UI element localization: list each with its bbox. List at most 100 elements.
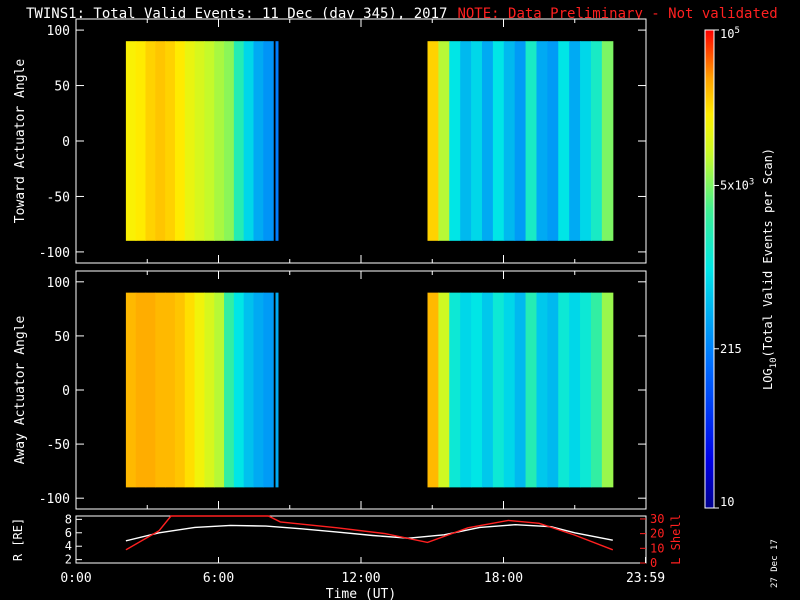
heatmap-cell (427, 292, 439, 488)
y-tick-label: -100 (39, 492, 70, 507)
colorbar-tick-label: 5x103 (720, 177, 754, 192)
title-main: TWINS1: Total Valid Events: 11 Dec (day … (26, 6, 448, 22)
heatmap-cell (460, 41, 472, 241)
y-tick-label: -100 (39, 246, 70, 261)
y-tick-label: 100 (47, 24, 70, 39)
heatmap-cell (145, 41, 156, 241)
heatmap-cell (536, 292, 548, 488)
colorbar (704, 29, 715, 509)
heatmap-cell (174, 41, 186, 241)
x-tick-label: 0:00 (60, 571, 91, 586)
heatmap-cell (243, 292, 255, 488)
heatmap-cell (275, 41, 279, 241)
heatmap-cell (243, 41, 255, 241)
x-tick-label: 23:59 (626, 571, 665, 586)
heatmap-cell (471, 292, 483, 488)
heatmap-cell (481, 292, 494, 488)
heatmap-cell (525, 41, 538, 241)
heatmap-cell (427, 41, 439, 241)
heatmap-cell (233, 292, 245, 488)
heatmap-cell (569, 41, 581, 241)
heatmap-cell (514, 41, 527, 241)
r-re-line (125, 523, 613, 542)
right-tick-label: 0 (650, 556, 657, 570)
heatmap-cell (194, 41, 206, 241)
left-tick-label: 2 (65, 553, 72, 567)
heatmap-cell (590, 41, 603, 241)
heatmap-cell (155, 41, 166, 241)
left-axis-label: R [RE] (11, 518, 25, 561)
y-axis-label: Toward Actuator Angle (13, 59, 28, 224)
heatmap-cell (204, 292, 215, 488)
colorbar-label: LOG10(Total Valid Events per Scan) (761, 148, 779, 390)
heatmap-cell (503, 41, 516, 241)
heatmap-cell (449, 41, 461, 241)
heatmap-cell (165, 292, 176, 488)
x-tick-label: 6:00 (203, 571, 234, 586)
right-axis-label: L Shell (669, 514, 683, 565)
colorbar-tick-label: 105 (720, 26, 740, 41)
heatmap-cell (460, 292, 472, 488)
y-tick-label: 50 (54, 80, 70, 95)
heatmap-cell (558, 41, 570, 241)
chart-title: TWINS1: Total Valid Events: 11 Dec (day … (26, 6, 778, 22)
heatmap-cell (536, 41, 548, 241)
panel-away: 100 50 0 -50 -100 Away Actuator Angle (13, 270, 647, 510)
heatmap-cell (135, 292, 147, 488)
x-tick-label: 18:00 (484, 571, 523, 586)
y-tick-label: 50 (54, 330, 70, 345)
y-tick-label: 0 (62, 135, 70, 150)
y-tick-label: 100 (47, 276, 70, 291)
heatmap-cell (263, 292, 274, 488)
heatmap-cell (525, 292, 538, 488)
right-tick-label: 30 (650, 512, 664, 526)
heatmap-cell (547, 41, 559, 241)
heatmap-cell (492, 41, 505, 241)
orbit-frame (75, 515, 647, 564)
heatmap-cell (580, 292, 592, 488)
heatmap-cell (449, 292, 461, 488)
y-tick-label: -50 (47, 438, 70, 453)
heatmap-cell (145, 292, 156, 488)
heatmap-cell (569, 292, 581, 488)
heatmap-cell (503, 292, 516, 488)
heatmap-cell (253, 292, 264, 488)
heatmap-cell (558, 292, 570, 488)
x-axis-label: Time (UT) (326, 587, 396, 600)
heatmap-cell (438, 292, 450, 488)
heatmap-cell (580, 41, 592, 241)
right-tick-label: 20 (650, 527, 664, 541)
heatmap-cell (165, 41, 176, 241)
heatmap-cell (214, 41, 225, 241)
heatmap-cell (125, 292, 137, 488)
heatmap-cell (471, 41, 483, 241)
heatmap-cell (224, 292, 235, 488)
heatmap-cell (492, 292, 505, 488)
heatmap-cell (155, 292, 166, 488)
panel-toward: 100 50 0 -50 -100 Toward Actuator Angle (13, 18, 647, 264)
y-tick-label: -50 (47, 190, 70, 205)
y-tick-label: 0 (62, 384, 70, 399)
x-tick-label: 12:00 (341, 571, 380, 586)
heatmap-cell (481, 41, 494, 241)
heatmap-cell (438, 41, 450, 241)
heatmap-cell (224, 41, 235, 241)
heatmap-cell (184, 41, 196, 241)
heatmap-cell (253, 41, 264, 241)
heatmap-cell (194, 292, 206, 488)
heatmap-cell (125, 41, 137, 241)
title-note: NOTE: Data Preliminary - Not validated (457, 6, 778, 22)
right-tick-label: 10 (650, 541, 664, 555)
left-tick-label: 8 (65, 512, 72, 526)
heatmap-cell (174, 292, 186, 488)
colorbar-tick-label: 10 (720, 495, 734, 509)
heatmap-cell (547, 292, 559, 488)
heatmap-cell (275, 292, 279, 488)
heatmap-cell (514, 292, 527, 488)
heatmap-cell (135, 41, 147, 241)
left-tick-label: 6 (65, 526, 72, 540)
y-axis-label: Away Actuator Angle (13, 315, 28, 464)
heatmap-cell (601, 41, 614, 241)
l-shell-line (125, 515, 614, 551)
